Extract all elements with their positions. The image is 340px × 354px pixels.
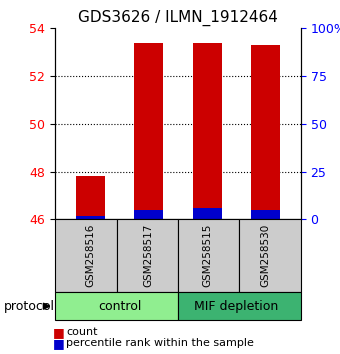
Bar — [75, 177, 105, 219]
Text: count: count — [66, 327, 98, 337]
Title: GDS3626 / ILMN_1912464: GDS3626 / ILMN_1912464 — [78, 9, 278, 25]
Text: ■: ■ — [53, 337, 65, 350]
Text: percentile rank within the sample: percentile rank within the sample — [66, 338, 254, 348]
Text: MIF depletion: MIF depletion — [194, 300, 279, 313]
Bar — [251, 45, 280, 219]
Text: GSM258517: GSM258517 — [144, 224, 154, 287]
Text: control: control — [98, 300, 141, 313]
Bar — [55, 292, 178, 320]
Bar — [178, 292, 301, 320]
Bar — [193, 208, 222, 219]
Bar — [55, 219, 117, 292]
Bar — [75, 216, 105, 219]
Text: GSM258515: GSM258515 — [202, 224, 212, 287]
Bar — [239, 219, 301, 292]
Text: protocol: protocol — [3, 300, 54, 313]
Bar — [134, 210, 163, 219]
Bar — [178, 219, 239, 292]
Bar — [134, 43, 163, 219]
Text: GSM258530: GSM258530 — [261, 224, 271, 287]
Bar — [251, 210, 280, 219]
Text: GSM258516: GSM258516 — [85, 224, 95, 287]
Bar — [193, 43, 222, 219]
Bar — [117, 219, 178, 292]
Text: ■: ■ — [53, 326, 65, 338]
